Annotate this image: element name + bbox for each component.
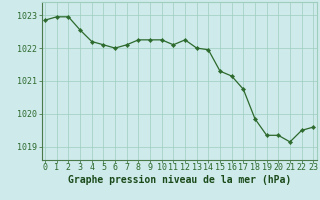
X-axis label: Graphe pression niveau de la mer (hPa): Graphe pression niveau de la mer (hPa) [68, 175, 291, 185]
